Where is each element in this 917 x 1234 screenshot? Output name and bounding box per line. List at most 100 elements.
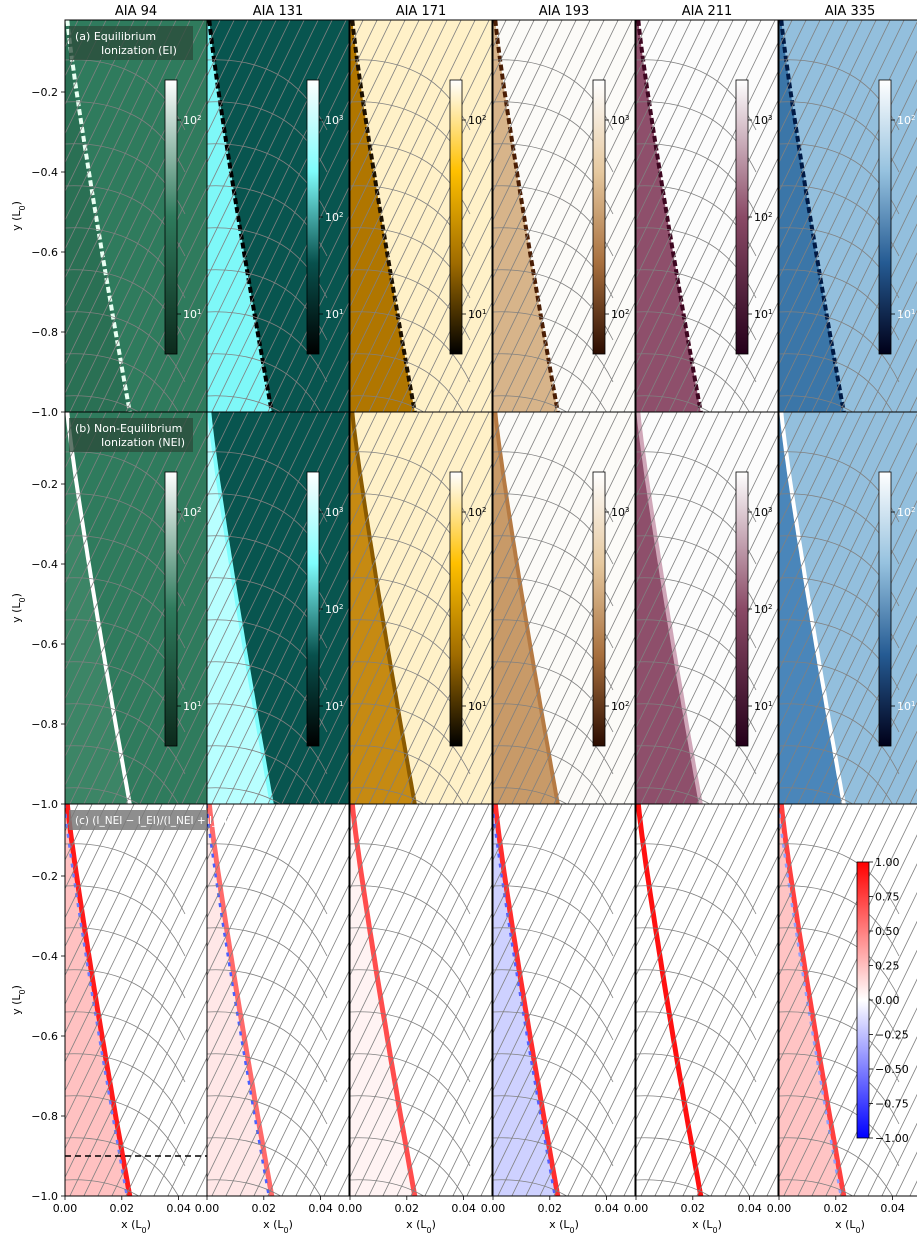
field-lines [207,20,349,412]
x-axis-label: x (L0) [549,1218,579,1234]
colorbar-tick-label: 102 [754,211,772,224]
x-tick-label: 0.02 [252,1202,277,1215]
colorbar-tick-label: 102 [468,114,486,127]
x-tick-label: 0.00 [624,1202,649,1215]
x-axis-label: x (L0) [121,1218,151,1234]
heated-region [350,804,415,1196]
colorbar-tick-label: 103 [754,506,772,519]
panel-frame [349,803,493,1197]
diverging-tick-label: −0.75 [875,1098,909,1111]
panel-row-a-aia131: 101 102 103 [206,19,350,413]
heated-region [779,412,844,804]
colorbar-tick-label: 101 [325,308,343,321]
heated-region [350,412,415,804]
colorbar-tick-label: 101 [183,308,201,321]
panel-frame [778,803,917,1197]
colorbar-tick-label: 102 [325,603,343,616]
colorbar-aia335: 101 102 [878,471,915,747]
y-tick-label: −0.2 [31,870,58,883]
colorbar-aia131: 101 102 103 [306,79,343,355]
y-tick-label: −0.2 [31,478,58,491]
row-label-c: (c) (I_NEI − I_EI)/(I_NEI + I_EI) [75,815,231,827]
heated-region [636,804,701,1196]
panel-row-b-aia131: 101 102 103 [206,411,350,805]
colorbar-tick-label: 102 [754,603,772,616]
diverging-tick-label: −1.00 [875,1132,909,1145]
shock-front [493,412,560,804]
diverging-tick-label: −0.50 [875,1063,909,1076]
colorbar-aia94: 101 102 [164,471,201,747]
row-label-box [69,418,193,452]
panel-frame [635,803,779,1197]
row-label-box [69,810,207,830]
diverging-tick-label: 1.00 [875,856,900,869]
y-tick-label: −0.8 [31,326,58,339]
x-axis-label: x (L0) [263,1218,293,1234]
colorbar-tick-label: 103 [611,506,629,519]
colorbar-tick-label: 102 [897,506,915,519]
panel-row-b-aia211: 101 102 103 [635,411,779,805]
panel-row-c-aia94 [64,803,208,1197]
panel-row-c-aia171 [349,803,493,1197]
panel-row-c-aia211 [635,803,779,1197]
y-tick-label: −0.4 [31,950,58,963]
colorbar-tick-label: 102 [325,211,343,224]
heated-region [207,20,272,412]
x-tick-label: 0.04 [880,1202,905,1215]
diverging-tick-label: −0.25 [875,1029,909,1042]
panel-frame [492,803,636,1197]
y-tick-label: −0.6 [31,638,58,651]
heated-region [636,20,701,412]
row-label-b: (b) Non-Equilibrium [75,422,182,435]
diverging-tick-label: 0.50 [875,925,900,938]
heated-region [493,804,558,1196]
colorbar-tick-label: 101 [754,308,772,321]
colorbar-tick-label: 103 [325,506,343,519]
panel-row-b-aia193: 102 103 [492,411,636,805]
x-tick-label: 0.00 [767,1202,792,1215]
colorbar-tick-label: 101 [468,308,486,321]
panel-frame [206,803,350,1197]
heated-region [493,20,558,412]
colorbar-tick-label: 101 [897,700,915,713]
colorbar-aia193: 102 103 [592,79,629,355]
y-tick-label: −0.8 [31,718,58,731]
colorbar-aia335: 101 102 [878,79,915,355]
heated-region [779,20,844,412]
colorbar-tick-label: 101 [754,700,772,713]
x-tick-label: 0.04 [308,1202,333,1215]
x-tick-label: 0.02 [824,1202,849,1215]
y-tick-label: −0.4 [31,166,58,179]
panel-row-c-aia193 [492,803,636,1197]
shock-front [207,804,275,1196]
field-lines [65,804,207,1196]
panel-row-b-aia335: 101 102 [778,411,917,805]
heated-region [779,804,844,1196]
x-tick-label: 0.04 [166,1202,191,1215]
colorbar-tick-label: 103 [611,114,629,127]
x-tick-label: 0.04 [594,1202,619,1215]
colorbar-tick-label: 102 [897,114,915,127]
field-lines [493,804,635,1196]
heated-region [207,804,272,1196]
field-lines [350,412,492,804]
shock-front [636,804,704,1196]
colorbar-aia171: 101 102 [449,471,486,747]
colorbar-tick-label: 102 [468,506,486,519]
panel-row-c-aia335 [778,803,917,1197]
column-title-aia131: AIA 131 [253,4,304,19]
y-tick-label: −0.6 [31,1030,58,1043]
shock-front [350,412,417,804]
diverging-tick-label: 0.75 [875,891,900,904]
heated-region [65,412,130,804]
panel-row-b-aia94: 101 102 [64,411,208,805]
shock-front [65,20,132,412]
y-tick-label: −0.4 [31,558,58,571]
x-axis-label: x (L0) [406,1218,436,1234]
x-tick-label: 0.04 [451,1202,476,1215]
x-tick-label: 0.00 [481,1202,506,1215]
panel-row-a-aia211: 101 102 103 [635,19,779,413]
x-tick-label: 0.02 [681,1202,706,1215]
panel-row-a-aia94: 101 102 [64,19,208,413]
colorbar-tick-label: 102 [183,506,201,519]
